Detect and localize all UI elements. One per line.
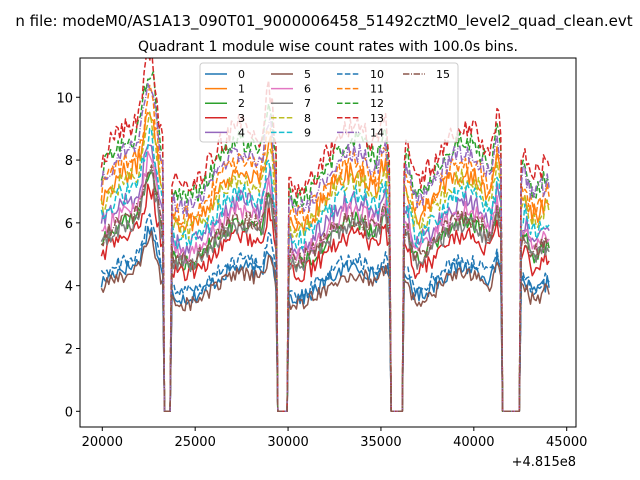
x-axis: 20000 25000 30000 35000 40000 45000 [82,427,587,450]
chart-title: Quadrant 1 module wise count rates with … [138,39,518,55]
series-line-12 [100,70,550,413]
series-line-0 [100,225,550,413]
legend-label-4: 4 [238,126,245,139]
x-offset-label: +4.815e8 [512,455,576,470]
legend-label-14: 14 [370,126,384,139]
legend-label-10: 10 [370,68,384,81]
legend-label-1: 1 [238,83,245,96]
legend-label-12: 12 [370,97,384,110]
x-tick-label: 30000 [267,435,308,450]
y-tick-label: 4 [65,280,73,295]
legend-frame [199,62,459,143]
x-tick-label: 20000 [82,435,123,450]
x-tick-label: 40000 [453,435,494,450]
y-tick-label: 0 [65,405,73,420]
y-tick-label: 6 [65,217,73,232]
series-line-8 [100,111,550,413]
series-line-3 [100,183,550,413]
legend-label-5: 5 [304,68,311,81]
legend-label-3: 3 [238,112,245,125]
y-tick-label: 10 [56,91,73,106]
legend-label-0: 0 [238,68,245,81]
series-line-10 [100,213,550,413]
legend-label-15: 15 [436,68,450,81]
legend-label-7: 7 [304,97,311,110]
series-line-7 [100,168,550,413]
series-layer [100,58,550,413]
series-line-1 [100,111,550,413]
plot-area-frame [79,57,577,428]
legend-label-13: 13 [370,112,384,125]
legend-label-2: 2 [238,97,245,110]
series-line-15 [100,164,550,413]
series-line-9 [100,127,550,413]
y-tick-label: 8 [65,154,73,169]
legend-label-6: 6 [304,83,311,96]
legend-label-9: 9 [304,126,311,139]
legend-label-8: 8 [304,112,311,125]
y-tick-label: 2 [65,342,73,357]
series-line-14 [100,82,550,413]
x-tick-label: 35000 [360,435,401,450]
x-tick-label: 45000 [546,435,587,450]
series-line-5 [100,230,550,413]
series-line-6 [101,150,550,413]
legend-label-11: 11 [370,83,384,96]
figure-suptitle: n file: modeM0/AS1A13_090T01_9000006458_… [15,12,632,31]
x-tick-label: 25000 [174,435,215,450]
y-axis: 0 2 4 6 8 10 [56,91,80,420]
series-line-11 [100,84,550,413]
